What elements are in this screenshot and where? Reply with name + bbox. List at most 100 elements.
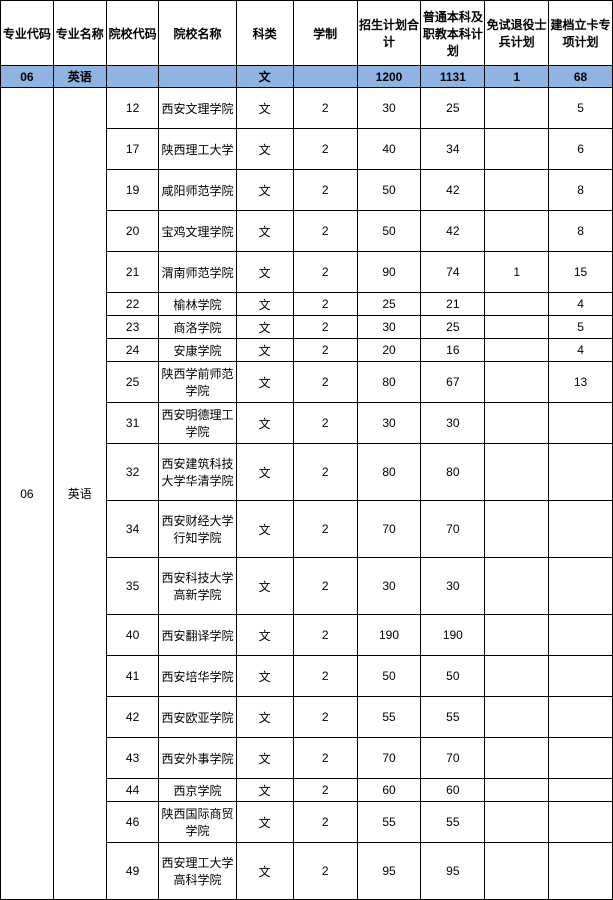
school-name-cell: 西安培华学院 (159, 656, 236, 697)
school-name-cell: 安康学院 (159, 339, 236, 362)
general-cell: 34 (421, 129, 485, 170)
veteran-cell (485, 843, 549, 900)
general-cell: 55 (421, 697, 485, 738)
subject-cell: 文 (236, 129, 293, 170)
special-cell: 4 (549, 293, 613, 316)
school-name-cell: 西安科技大学高新学院 (159, 558, 236, 615)
col-header: 科类 (236, 1, 293, 66)
general-cell: 80 (421, 444, 485, 501)
total-cell: 190 (357, 615, 421, 656)
subject-cell: 文 (236, 316, 293, 339)
total-cell: 80 (357, 362, 421, 403)
school-name-cell: 西安财经大学行知学院 (159, 501, 236, 558)
general-cell: 95 (421, 843, 485, 900)
total-cell: 55 (357, 802, 421, 843)
veteran-cell: 1 (485, 252, 549, 293)
total-cell: 80 (357, 444, 421, 501)
school-code-cell: 34 (106, 501, 159, 558)
duration-cell: 2 (293, 170, 357, 211)
special-cell: 4 (549, 339, 613, 362)
major-name-cell: 英语 (53, 88, 106, 900)
total-cell: 70 (357, 501, 421, 558)
school-name-cell: 西安欧亚学院 (159, 697, 236, 738)
duration-cell: 2 (293, 316, 357, 339)
special-cell (549, 558, 613, 615)
summary-cell (159, 66, 236, 88)
duration-cell: 2 (293, 339, 357, 362)
duration-cell: 2 (293, 403, 357, 444)
duration-cell: 2 (293, 615, 357, 656)
total-cell: 50 (357, 656, 421, 697)
subject-cell: 文 (236, 444, 293, 501)
general-cell: 67 (421, 362, 485, 403)
total-cell: 30 (357, 558, 421, 615)
school-name-cell: 宝鸡文理学院 (159, 211, 236, 252)
general-cell: 70 (421, 501, 485, 558)
total-cell: 40 (357, 129, 421, 170)
veteran-cell (485, 615, 549, 656)
general-cell: 42 (421, 211, 485, 252)
school-name-cell: 陕西国际商贸学院 (159, 802, 236, 843)
special-cell: 8 (549, 211, 613, 252)
veteran-cell (485, 558, 549, 615)
veteran-cell (485, 88, 549, 129)
school-name-cell: 西京学院 (159, 779, 236, 802)
subject-cell: 文 (236, 656, 293, 697)
veteran-cell (485, 403, 549, 444)
school-code-cell: 19 (106, 170, 159, 211)
col-header: 免试退役士兵计划 (485, 1, 549, 66)
duration-cell: 2 (293, 211, 357, 252)
duration-cell: 2 (293, 88, 357, 129)
duration-cell: 2 (293, 252, 357, 293)
special-cell (549, 843, 613, 900)
total-cell: 55 (357, 697, 421, 738)
school-code-cell: 25 (106, 362, 159, 403)
col-header: 普通本科及职教本科计划 (421, 1, 485, 66)
veteran-cell (485, 362, 549, 403)
veteran-cell (485, 316, 549, 339)
special-cell (549, 501, 613, 558)
header-row: 专业代码专业名称院校代码院校名称科类学制招生计划合计普通本科及职教本科计划免试退… (1, 1, 613, 66)
col-header: 院校代码 (106, 1, 159, 66)
col-header: 专业代码 (1, 1, 54, 66)
total-cell: 30 (357, 403, 421, 444)
general-cell: 30 (421, 558, 485, 615)
duration-cell: 2 (293, 843, 357, 900)
general-cell: 25 (421, 316, 485, 339)
summary-cell (106, 66, 159, 88)
subject-cell: 文 (236, 403, 293, 444)
summary-cell: 文 (236, 66, 293, 88)
school-code-cell: 24 (106, 339, 159, 362)
general-cell: 16 (421, 339, 485, 362)
special-cell (549, 656, 613, 697)
total-cell: 30 (357, 316, 421, 339)
summary-cell: 68 (549, 66, 613, 88)
special-cell: 13 (549, 362, 613, 403)
general-cell: 25 (421, 88, 485, 129)
subject-cell: 文 (236, 779, 293, 802)
subject-cell: 文 (236, 738, 293, 779)
subject-cell: 文 (236, 501, 293, 558)
col-header: 院校名称 (159, 1, 236, 66)
summary-cell: 06 (1, 66, 54, 88)
summary-cell: 1200 (357, 66, 421, 88)
general-cell: 55 (421, 802, 485, 843)
duration-cell: 2 (293, 802, 357, 843)
total-cell: 25 (357, 293, 421, 316)
general-cell: 42 (421, 170, 485, 211)
col-header: 专业名称 (53, 1, 106, 66)
duration-cell: 2 (293, 656, 357, 697)
school-name-cell: 商洛学院 (159, 316, 236, 339)
school-code-cell: 31 (106, 403, 159, 444)
school-name-cell: 西安外事学院 (159, 738, 236, 779)
special-cell: 5 (549, 88, 613, 129)
subject-cell: 文 (236, 615, 293, 656)
special-cell (549, 738, 613, 779)
school-code-cell: 21 (106, 252, 159, 293)
veteran-cell (485, 779, 549, 802)
school-code-cell: 49 (106, 843, 159, 900)
special-cell (549, 444, 613, 501)
total-cell: 60 (357, 779, 421, 802)
duration-cell: 2 (293, 444, 357, 501)
total-cell: 50 (357, 211, 421, 252)
